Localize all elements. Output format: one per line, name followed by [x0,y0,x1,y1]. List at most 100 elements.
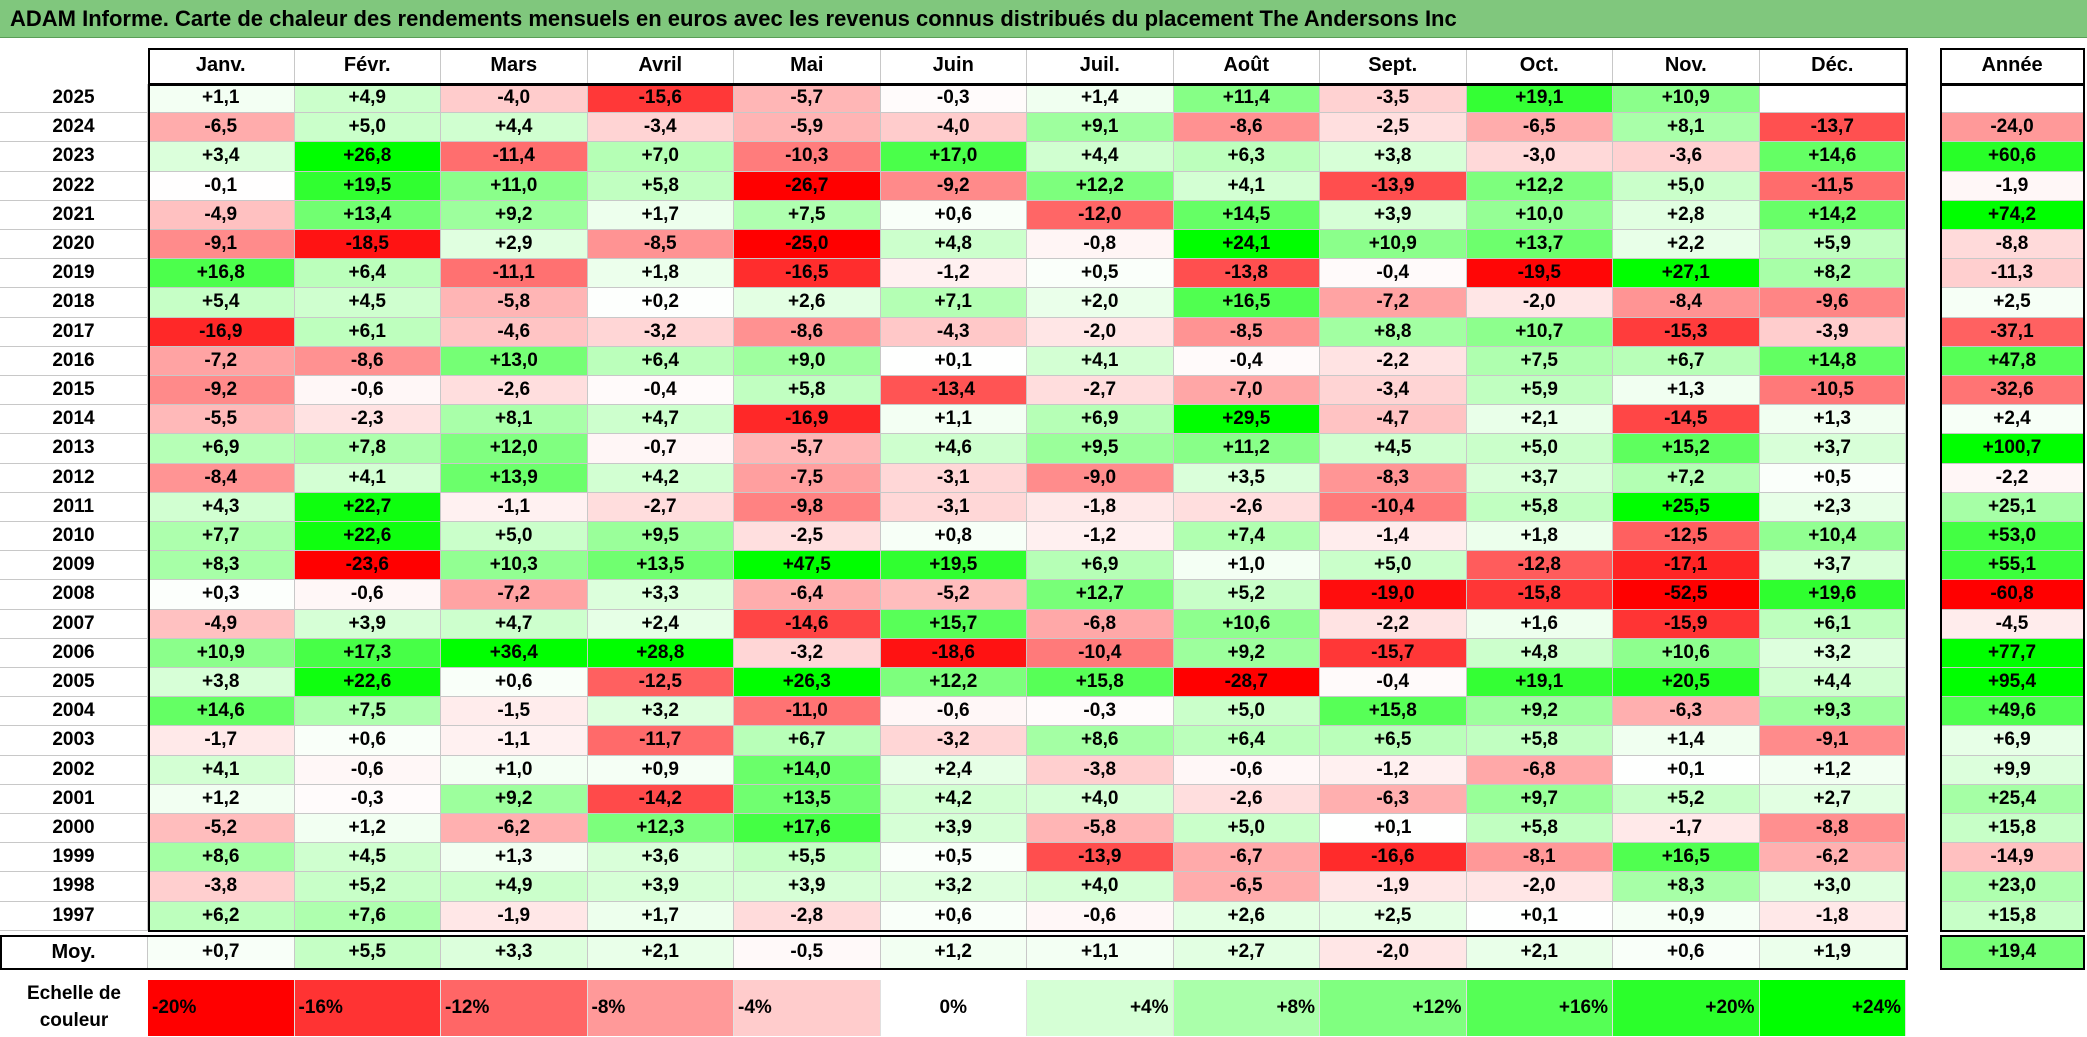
heatmap-cell: +9,3 [1759,697,1906,727]
heatmap-cell: -0,7 [587,434,734,464]
annual-cell: -14,9 [1940,843,2085,873]
row-year-label: 2019 [0,259,148,289]
heatmap-cell: +9,5 [1027,434,1174,464]
heatmap-cell: +9,1 [1027,113,1174,143]
heatmap-cell: -8,3 [1320,463,1467,493]
heatmap-cell: +0,5 [1759,463,1906,493]
heatmap-cell: -26,7 [734,171,881,201]
heatmap-cell: +0,6 [880,200,1027,230]
heatmap-cell: -6,4 [734,580,881,610]
color-scale-step: 0% [880,980,1027,1036]
heatmap-cell: -23,6 [294,551,441,581]
heatmap-cell: +5,8 [1466,814,1613,844]
heatmap-cell: -10,5 [1759,376,1906,406]
heatmap-cell: +0,1 [1320,814,1467,844]
chart-title: ADAM Informe. Carte de chaleur des rende… [10,6,1457,31]
heatmap-cell: +1,0 [441,755,588,785]
row-year-label: 2001 [0,784,148,814]
heatmap-cell: +4,0 [1027,784,1174,814]
heatmap-cell: +4,4 [1027,142,1174,172]
heatmap-cell: -9,1 [1759,726,1906,756]
heatmap-cell: +9,2 [1173,638,1320,668]
heatmap-cell: -1,2 [880,259,1027,289]
heatmap-cell: -6,8 [1027,609,1174,639]
heatmap-cell: +19,1 [1466,668,1613,698]
heatmap-cell: -3,1 [880,492,1027,522]
annual-cell: +23,0 [1940,872,2085,902]
heatmap-cell: +6,9 [1027,551,1174,581]
heatmap-cell: +1,8 [587,259,734,289]
color-scale-step: +20% [1613,980,1760,1036]
heatmap-cell: +3,2 [587,697,734,727]
heatmap-cell: +13,4 [294,200,441,230]
heatmap-cell: +1,4 [1027,84,1174,114]
heatmap-cell: -6,3 [1613,697,1760,727]
column-header: Avril [587,48,734,84]
average-cell: +5,5 [294,936,441,969]
heatmap-cell: +7,0 [587,142,734,172]
row-year-label: 2014 [0,405,148,435]
heatmap-cell: -18,5 [294,230,441,260]
heatmap-cell: +4,6 [880,434,1027,464]
heatmap-cell: -16,9 [734,405,881,435]
heatmap-cell: +17,3 [294,638,441,668]
heatmap-cell: -1,1 [441,492,588,522]
column-header: Nov. [1613,48,1760,84]
heatmap-cell: +0,6 [441,668,588,698]
average-cell: +1,1 [1027,936,1174,969]
heatmap-cell: -18,6 [880,638,1027,668]
heatmap-cell: +8,1 [441,405,588,435]
row-year-label: 2015 [0,376,148,406]
heatmap-cell: +10,4 [1759,522,1906,552]
heatmap-cell: -6,2 [1759,843,1906,873]
heatmap-cell: +5,2 [1173,580,1320,610]
heatmap-cell: +3,5 [1173,463,1320,493]
heatmap-cell: +3,7 [1466,463,1613,493]
heatmap-cell: -0,4 [1173,346,1320,376]
column-header: Mars [441,48,588,84]
annual-cell: -1,9 [1940,171,2085,201]
annual-cell: +95,4 [1940,668,2085,698]
heatmap-cell: -0,6 [294,376,441,406]
heatmap-cell: +5,0 [441,522,588,552]
heatmap-cell: -5,2 [880,580,1027,610]
heatmap-cell: +5,9 [1466,376,1613,406]
heatmap-cell: +2,2 [1613,230,1760,260]
heatmap-cell: -15,3 [1613,317,1760,347]
heatmap-cell: +4,4 [1759,668,1906,698]
heatmap-cell: -15,7 [1320,638,1467,668]
row-year-label: 2025 [0,84,148,114]
heatmap-cell: -10,4 [1027,638,1174,668]
heatmap-cell: +11,2 [1173,434,1320,464]
row-year-label: 2016 [0,346,148,376]
heatmap-cell: -0,8 [1027,230,1174,260]
heatmap-cell: -3,9 [1759,317,1906,347]
heatmap-cell: +5,8 [587,171,734,201]
heatmap-cell: +4,0 [1027,872,1174,902]
heatmap-cell: -6,7 [1173,843,1320,873]
heatmap-cell: +25,5 [1613,492,1760,522]
heatmap-cell: +7,6 [294,901,441,931]
color-scale-step: +12% [1320,980,1467,1036]
average-cell: -2,0 [1320,936,1467,969]
heatmap-cell: -16,5 [734,259,881,289]
heatmap-cell: -2,6 [441,376,588,406]
heatmap-cell: +15,2 [1613,434,1760,464]
heatmap-cell: +3,9 [294,609,441,639]
heatmap-cell: +6,9 [1027,405,1174,435]
heatmap-cell: +5,0 [1173,697,1320,727]
heatmap-cell: -9,1 [148,230,295,260]
annual-cell: +9,9 [1940,755,2085,785]
heatmap-cell: +1,6 [1466,609,1613,639]
heatmap-cell: +7,8 [294,434,441,464]
heatmap-cell: +14,2 [1759,200,1906,230]
heatmap-cell: -2,5 [1320,113,1467,143]
heatmap-cell: +16,5 [1173,288,1320,318]
heatmap-cell: -0,6 [880,697,1027,727]
annual-cell [1940,84,2085,114]
heatmap-cell: -11,4 [441,142,588,172]
heatmap-cell: +5,0 [1613,171,1760,201]
heatmap-cell: -6,5 [1173,872,1320,902]
annual-cell: +60,6 [1940,142,2085,172]
heatmap-cell: -52,5 [1613,580,1760,610]
